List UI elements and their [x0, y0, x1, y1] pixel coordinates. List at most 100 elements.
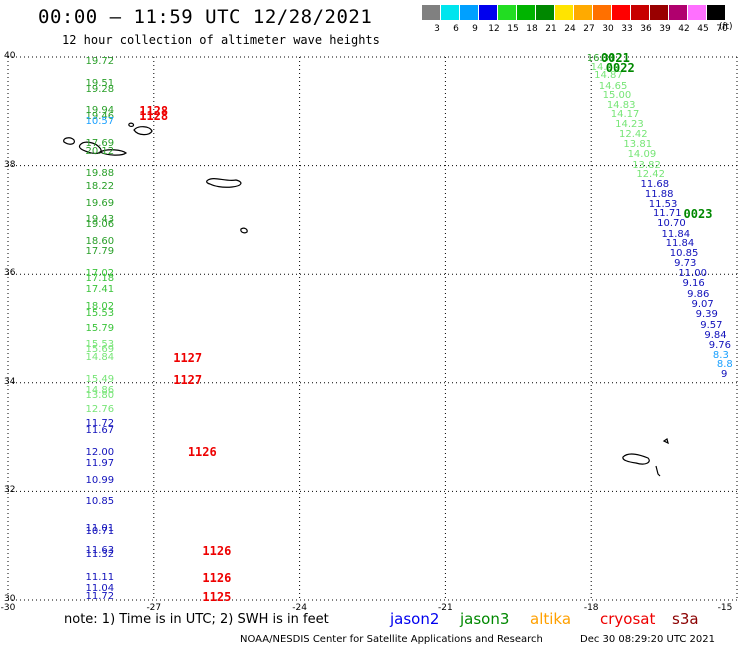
wave-height-value: 15.69	[85, 344, 115, 356]
satellite-legend-altika: altika	[530, 610, 572, 628]
latitude-tick-label: 32	[4, 485, 16, 496]
wave-height-value: 10.71	[85, 526, 115, 538]
lat-lon-grid	[7, 56, 738, 601]
color-swatch	[574, 5, 592, 20]
wave-height-value: 14.83	[606, 99, 636, 111]
wave-height-value: 11.97	[85, 458, 115, 470]
footnote: note: 1) Time is in UTC; 2) SWH is in fe…	[64, 612, 329, 627]
wave-height-value: 8.8	[716, 358, 733, 370]
color-swatch	[650, 5, 668, 20]
wave-height-value: 14.84	[85, 352, 115, 364]
island-desertas	[655, 465, 661, 477]
longitude-tick-label: -18	[583, 603, 599, 613]
wave-height-value: 14.86	[85, 384, 115, 396]
wave-height-value: 10.85	[669, 248, 699, 260]
island-graciosa	[133, 126, 153, 136]
color-swatch-label: 39	[659, 24, 671, 34]
wave-height-value: 8.3	[712, 349, 729, 361]
wave-height-value: 10.57	[85, 116, 115, 128]
wave-height-value: 9.07	[691, 299, 714, 311]
wave-height-value: 20.12	[85, 146, 115, 158]
wave-height-value: 18.02	[85, 300, 115, 312]
wave-height-value: 10.99	[85, 474, 115, 486]
wave-height-value: 19.72	[85, 56, 115, 68]
wave-height-value: 15.00	[602, 90, 632, 102]
color-swatch-label: 30	[602, 24, 614, 34]
pass-time-label: 1126	[187, 445, 217, 460]
satellite-legend-jason2: jason2	[390, 610, 440, 628]
wave-height-value: 15.79	[85, 322, 115, 334]
wave-height-value: 14.09	[627, 148, 657, 160]
chart-title: 00:00 – 11:59 UTC 12/28/2021	[38, 6, 373, 28]
island-porto-santo	[662, 438, 669, 445]
wave-height-value: 12.00	[85, 447, 115, 459]
latitude-tick-label: 38	[4, 159, 16, 170]
longitude-tick-label: -24	[292, 603, 307, 613]
wave-height-value: 13.81	[623, 138, 653, 150]
wave-height-value: 14.17	[610, 109, 640, 121]
wave-height-value: 9.76	[708, 339, 732, 351]
satellite-legend-s3a: s3a	[672, 610, 699, 628]
color-swatch	[422, 5, 440, 20]
island-terceira	[128, 122, 135, 127]
pass-time-label: 1126	[202, 544, 232, 559]
color-swatch-label: 21	[545, 24, 557, 34]
longitude-tick-label: -27	[146, 603, 162, 613]
wave-height-value: 19.43	[85, 213, 115, 225]
wave-height-value: 10.85	[85, 496, 115, 508]
wave-height-value: 19.46	[85, 110, 115, 122]
pass-time-label: 0022	[605, 60, 635, 75]
wave-height-value: 14.65	[598, 80, 628, 92]
wave-height-value: 18.60	[85, 235, 115, 247]
color-swatch	[460, 5, 478, 20]
generated-timestamp: Dec 30 08:29:20 UTC 2021	[580, 634, 715, 645]
wave-height-value: 12.42	[619, 128, 648, 140]
wave-height-value: 12.42	[636, 169, 665, 181]
pass-time-label: 1128	[139, 104, 169, 119]
wave-height-value: 17.79	[85, 246, 115, 258]
island-flores	[63, 137, 75, 145]
color-swatch-label: 33	[621, 24, 633, 34]
color-swatch	[441, 5, 459, 20]
wave-height-value: 11.11	[85, 572, 115, 584]
wave-height-value: 11.72	[85, 417, 115, 429]
color-swatch	[612, 5, 630, 20]
wave-height-value: 11.63	[85, 545, 115, 557]
pass-time-label: 0023	[683, 207, 713, 222]
wave-height-value: 17.02	[85, 268, 115, 280]
wave-height-value: 15.49	[85, 374, 115, 386]
pass-time-label: 1125	[202, 590, 232, 605]
wave-height-value: 16.31	[586, 52, 616, 64]
color-swatch	[593, 5, 611, 20]
color-scale-unit: (ft)	[719, 22, 733, 32]
wave-height-value: 14.69	[590, 61, 620, 73]
wave-height-value: 17.69	[85, 137, 115, 149]
color-swatch-label: 3	[434, 24, 440, 34]
wave-height-value: 11.68	[640, 179, 670, 191]
color-swatch	[555, 5, 573, 20]
wave-height-value: 11.04	[85, 583, 115, 595]
wave-height-value: 9.16	[682, 277, 705, 289]
satellite-legend-jason3: jason3	[460, 610, 510, 628]
wave-height-value: 9.57	[700, 319, 723, 331]
wave-height-value: 11.67	[85, 424, 115, 436]
wave-height-value: 9.39	[695, 308, 718, 320]
wave-height-value: 9.86	[687, 288, 710, 300]
island-pico-faial	[78, 141, 102, 154]
wave-height-value: 14.23	[615, 119, 644, 131]
color-swatch-label: 6	[453, 24, 459, 34]
longitude-tick-label: -30	[0, 603, 16, 613]
wave-height-value: 15.53	[85, 338, 115, 350]
color-swatch	[517, 5, 535, 20]
wave-height-value: 11.72	[85, 591, 115, 603]
island-santa-maria	[240, 227, 248, 234]
coastlines	[63, 122, 669, 477]
color-swatch-label: 18	[526, 24, 538, 34]
color-swatch-label: 36	[640, 24, 652, 34]
color-swatch-label: 24	[564, 24, 576, 34]
color-swatch	[498, 5, 516, 20]
wave-height-value: 19.69	[85, 197, 115, 209]
wave-height-value: 19.94	[85, 105, 115, 117]
latitude-tick-label: 40	[4, 51, 16, 61]
